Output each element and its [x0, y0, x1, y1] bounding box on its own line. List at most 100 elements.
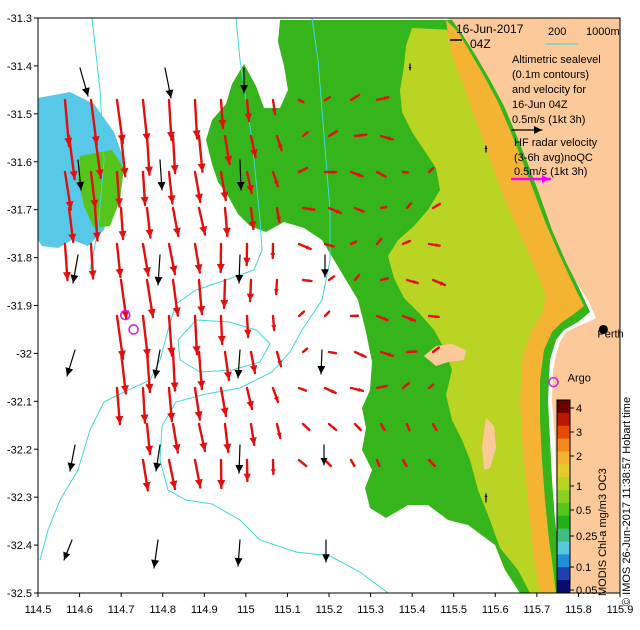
- colorbar-tick-2: 2: [576, 451, 582, 463]
- current-arrow-31: [166, 98, 175, 142]
- current-arrow-147: [427, 458, 437, 468]
- current-arrow-44: [193, 170, 203, 204]
- colorbar-tick-3: 3: [576, 427, 582, 439]
- current-arrow-79: [270, 242, 276, 260]
- x-tick-label: 115: [237, 604, 255, 616]
- current-arrow-133: [405, 278, 419, 285]
- current-arrow-50: [193, 386, 203, 421]
- current-arrow-71: [249, 350, 258, 375]
- altimetry-line-4: 16-Jun 04Z: [512, 99, 568, 111]
- current-arrow-36: [171, 278, 181, 317]
- current-arrow-48: [192, 314, 201, 356]
- colorbar-cell: [557, 412, 570, 427]
- australia-land: [448, 18, 620, 593]
- current-arrow-47: [197, 278, 206, 316]
- current-arrow-8: [89, 170, 99, 210]
- current-arrow-72: [245, 386, 254, 411]
- current-arrow-19: [115, 386, 124, 426]
- y-tick-label: -32.2: [7, 444, 32, 456]
- current-arrow-134: [401, 314, 417, 322]
- x-tick-label: 114.6: [66, 604, 93, 616]
- current-arrow-46: [193, 242, 203, 274]
- radar-line-1: HF radar velocity: [514, 137, 598, 149]
- altimetry-arrow: [152, 349, 161, 379]
- perth-label: Perth: [597, 328, 623, 340]
- current-arrow-135: [405, 349, 418, 354]
- current-arrow-143: [427, 314, 440, 319]
- current-arrow-77: [271, 170, 279, 188]
- current-arrow-27: [145, 350, 154, 394]
- altimetry-arrow: [236, 159, 245, 191]
- x-tick-label: 115.4: [399, 604, 426, 616]
- altimetry-arrow: [235, 254, 244, 284]
- current-arrow-70: [244, 314, 252, 339]
- current-arrow-67: [248, 206, 257, 231]
- argo-marker-3: [548, 376, 559, 388]
- current-arrow-117: [353, 422, 362, 432]
- x-tick-label: 115.2: [316, 604, 343, 616]
- current-arrow-142: [431, 278, 447, 287]
- current-arrow-49: [197, 350, 206, 391]
- current-arrow-136: [401, 381, 411, 390]
- current-arrow-55: [219, 170, 229, 202]
- altimetry-arrow: [70, 254, 79, 284]
- current-arrow-28: [140, 386, 149, 424]
- current-arrow-40: [171, 422, 181, 454]
- current-arrow-129: [375, 458, 381, 468]
- current-arrow-57: [216, 242, 225, 274]
- y-tick-label: -32.5: [7, 588, 32, 600]
- current-arrow-144: [431, 346, 441, 354]
- current-arrow-7: [93, 134, 104, 179]
- altimetry-arrow: [164, 67, 174, 99]
- y-tick-label: -31.5: [7, 109, 32, 121]
- colorbar-tick-0.25: 0.25: [576, 531, 597, 543]
- current-arrow-4: [67, 206, 77, 244]
- current-arrow-5: [62, 242, 71, 282]
- altimetry-arrow: [79, 67, 90, 97]
- colorbar-cell: [557, 425, 570, 440]
- current-arrow-123: [375, 237, 383, 246]
- y-tick-label: -31.7: [7, 205, 32, 217]
- current-arrow-65: [249, 134, 258, 159]
- place-markers: [120, 309, 559, 388]
- current-arrow-128: [379, 422, 386, 432]
- current-arrow-38: [170, 350, 179, 392]
- current-arrow-54: [223, 134, 233, 166]
- depth-label-200: 200: [548, 26, 566, 38]
- current-arrow-35: [167, 242, 178, 276]
- colorbar-cell: [557, 528, 570, 543]
- perth-marker: [598, 324, 608, 334]
- current-arrow-106: [327, 422, 338, 432]
- current-arrow-145: [427, 383, 435, 390]
- colorbar-cell: [557, 515, 570, 530]
- altimetry-arrow: [235, 444, 244, 474]
- colorbar-tick-0.1: 0.1: [576, 562, 591, 574]
- current-arrow-111: [353, 206, 365, 213]
- altimetry-arrow: [408, 63, 412, 71]
- colorbar-tick-1: 1: [576, 481, 582, 493]
- current-arrow-74: [243, 458, 251, 483]
- current-arrow-120: [379, 134, 394, 141]
- chlorophyll-west-green-patch: [78, 150, 124, 228]
- current-arrow-60: [223, 350, 232, 382]
- current-arrow-15: [115, 242, 124, 279]
- current-arrow-98: [327, 130, 339, 138]
- argo-marker-1: [120, 309, 131, 321]
- x-tick-label: 115.7: [523, 604, 550, 616]
- current-arrow-103: [323, 310, 331, 318]
- current-arrow-41: [167, 458, 178, 491]
- colorbar-tick-0.5: 0.5: [576, 505, 591, 517]
- y-axis-ticks: -31.3 -31.4 -31.5 -31.6 -31.7 -31.8 -31.9 -32 -3…: [7, 13, 38, 600]
- x-tick-label: 115.8: [565, 604, 592, 616]
- current-arrow-90: [297, 242, 312, 251]
- altimetry-line-1: Altimetric sealevel: [512, 54, 601, 66]
- current-arrow-42: [192, 98, 201, 140]
- current-arrow-52: [193, 458, 203, 489]
- current-arrow-99: [323, 170, 338, 175]
- y-tick-label: -32.3: [7, 492, 32, 504]
- current-arrow-115: [353, 350, 367, 358]
- current-arrow-94: [297, 386, 308, 392]
- current-arrow-62: [223, 422, 232, 454]
- x-tick-label: 114.5: [25, 604, 52, 616]
- current-arrow-105: [323, 386, 337, 395]
